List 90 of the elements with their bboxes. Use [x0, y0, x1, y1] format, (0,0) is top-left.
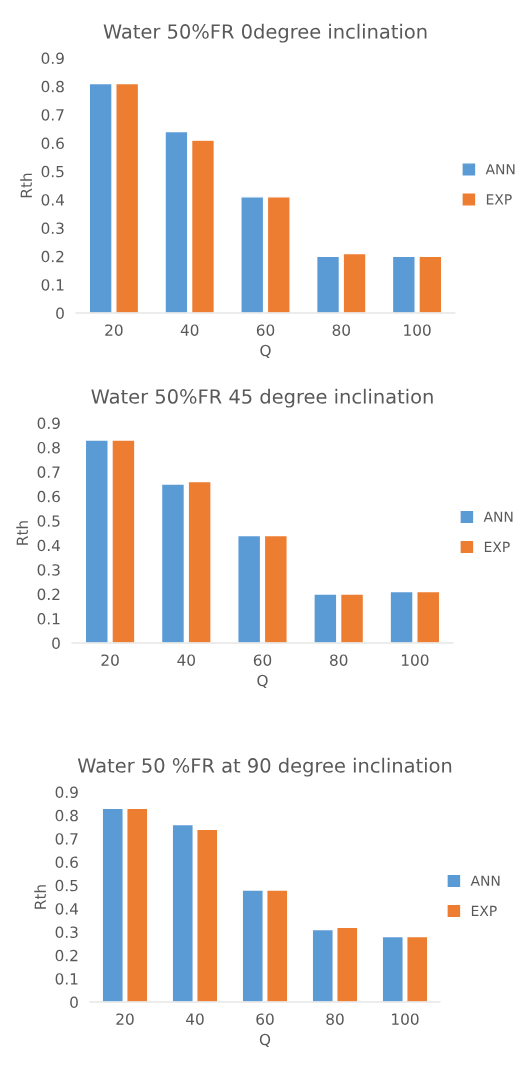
bar [416, 590, 441, 643]
x-axis-title: Q [257, 674, 268, 689]
bar [381, 935, 404, 1002]
y-tick-label: 0.2 [55, 949, 78, 962]
chart-title: Water 50%FR 45 degree inclination [91, 388, 433, 408]
chart-title: Water 50%FR 0degree inclination [103, 23, 427, 43]
bar [336, 926, 359, 1002]
x-tick-label: 20 [105, 324, 123, 336]
legend-label: EXP [471, 905, 497, 916]
legend-label: EXP [486, 194, 512, 205]
bar [187, 480, 212, 643]
y-tick-label: 0 [56, 307, 64, 320]
bar [111, 439, 136, 643]
bar [391, 255, 416, 313]
y-tick-label: 0.5 [55, 879, 78, 892]
x-axis-title: Q [259, 1033, 271, 1048]
x-tick-label: 80 [330, 654, 348, 666]
x-tick-label: 20 [116, 1013, 134, 1025]
x-tick-label: 20 [101, 654, 119, 666]
legend-label: ANN [483, 511, 513, 522]
x-tick-label: 80 [332, 324, 351, 336]
x-tick-label: 40 [180, 324, 199, 336]
bar [101, 807, 124, 1002]
y-tick-label: 0.9 [41, 52, 64, 65]
y-tick-label: 0.9 [55, 786, 78, 799]
y-tick-label: 0.7 [55, 833, 78, 845]
x-tick-label: 80 [326, 1013, 344, 1025]
bar [160, 483, 186, 643]
y-tick-label: 0.4 [41, 194, 65, 206]
y-tick-label: 0.5 [37, 515, 60, 527]
y-tick-label: 0.4 [55, 903, 79, 915]
y-tick-label: 0.7 [41, 109, 64, 121]
y-tick-label: 0.1 [37, 613, 60, 625]
x-tick-label: 40 [186, 1013, 204, 1025]
x-tick-label: 60 [256, 324, 275, 336]
y-tick-label: 0.3 [37, 564, 60, 576]
x-tick-label: 100 [402, 654, 429, 666]
y-tick-label: 0.6 [41, 137, 64, 150]
bar [237, 534, 262, 643]
bar [313, 593, 338, 643]
x-tick-label: 60 [253, 654, 272, 666]
y-tick-label: 0.2 [41, 250, 64, 263]
y-tick-label: 0.7 [37, 466, 60, 478]
y-tick-label: 0 [70, 996, 78, 1009]
bar [115, 82, 140, 313]
y-tick-label: 0.2 [37, 588, 60, 601]
y-tick-label: 0.1 [55, 973, 78, 985]
bar [164, 130, 189, 313]
x-axis-title: Q [260, 344, 271, 359]
bar [339, 593, 365, 643]
y-tick-label: 0.8 [41, 80, 64, 93]
y-axis-title: Rth [16, 521, 28, 545]
y-tick-label: 0.1 [41, 279, 64, 291]
y-tick-label: 0.6 [37, 490, 60, 503]
bar [418, 255, 443, 313]
bar [88, 82, 113, 313]
bar [266, 889, 289, 1002]
y-axis-title: Rth [20, 173, 32, 198]
y-tick-label: 0.4 [37, 539, 61, 552]
bar [171, 823, 194, 1002]
y-tick-label: 0.8 [37, 441, 60, 454]
y-tick-label: 0.3 [41, 222, 64, 235]
y-tick-label: 0.8 [55, 809, 78, 822]
x-tick-label: 100 [392, 1013, 419, 1025]
legend-label: ANN [470, 875, 500, 886]
y-tick-label: 0 [52, 637, 60, 650]
bar [389, 590, 414, 643]
bar [342, 252, 367, 313]
legend-label: EXP [484, 541, 510, 552]
bar [190, 139, 216, 313]
bar [266, 196, 291, 313]
bar [311, 928, 334, 1002]
bar [315, 255, 341, 313]
x-tick-label: 40 [177, 654, 196, 666]
bar [241, 889, 264, 1002]
y-tick-label: 0.3 [55, 926, 78, 939]
bar [406, 935, 429, 1002]
x-tick-label: 60 [256, 1013, 274, 1025]
bar [126, 807, 149, 1002]
bar [240, 196, 265, 313]
x-tick-label: 100 [404, 324, 431, 336]
y-tick-label: 0.9 [37, 417, 60, 430]
y-tick-label: 0.6 [55, 856, 78, 869]
bar [84, 439, 109, 643]
legend-label: ANN [485, 164, 515, 175]
y-axis-title: Rth [34, 885, 46, 909]
bar [263, 534, 288, 643]
bar [196, 828, 219, 1002]
y-tick-label: 0.5 [41, 165, 64, 178]
chart-title: Water 50 %FR at 90 degree inclination [77, 757, 452, 777]
